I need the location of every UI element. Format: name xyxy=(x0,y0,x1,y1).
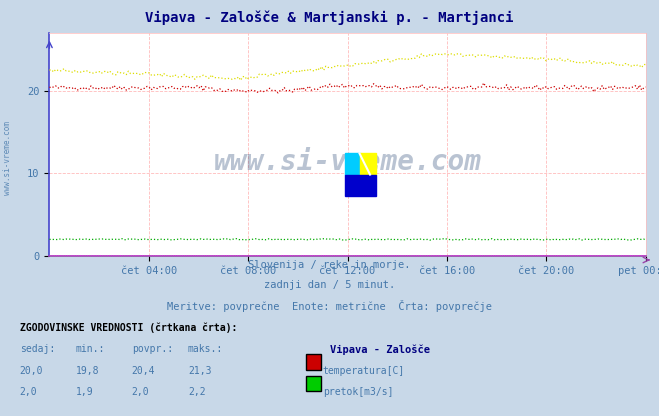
Text: 20,4: 20,4 xyxy=(132,366,156,376)
Text: 2,0: 2,0 xyxy=(20,387,38,397)
Text: temperatura[C]: temperatura[C] xyxy=(323,366,405,376)
Text: povpr.:: povpr.: xyxy=(132,344,173,354)
Text: 1,9: 1,9 xyxy=(76,387,94,397)
Text: pretok[m3/s]: pretok[m3/s] xyxy=(323,387,393,397)
Bar xyxy=(345,175,376,196)
Text: sedaj:: sedaj: xyxy=(20,344,55,354)
Text: Meritve: povprečne  Enote: metrične  Črta: povprečje: Meritve: povprečne Enote: metrične Črta:… xyxy=(167,300,492,312)
Text: 19,8: 19,8 xyxy=(76,366,100,376)
Text: 2,2: 2,2 xyxy=(188,387,206,397)
Text: Vipava - Zalošče & Martjanski p. - Martjanci: Vipava - Zalošče & Martjanski p. - Martj… xyxy=(145,10,514,25)
Text: min.:: min.: xyxy=(76,344,105,354)
Text: www.si-vreme.com: www.si-vreme.com xyxy=(214,149,482,176)
Polygon shape xyxy=(360,154,376,175)
Text: 20,0: 20,0 xyxy=(20,366,43,376)
Text: ZGODOVINSKE VREDNOSTI (črtkana črta):: ZGODOVINSKE VREDNOSTI (črtkana črta): xyxy=(20,322,237,333)
Text: 21,3: 21,3 xyxy=(188,366,212,376)
Text: maks.:: maks.: xyxy=(188,344,223,354)
Text: Slovenija / reke in morje.: Slovenija / reke in morje. xyxy=(248,260,411,270)
Polygon shape xyxy=(345,154,360,175)
Text: zadnji dan / 5 minut.: zadnji dan / 5 minut. xyxy=(264,280,395,290)
Text: 2,0: 2,0 xyxy=(132,387,150,397)
Text: Vipava - Zalošče: Vipava - Zalošče xyxy=(330,344,430,354)
Text: www.si-vreme.com: www.si-vreme.com xyxy=(3,121,13,195)
